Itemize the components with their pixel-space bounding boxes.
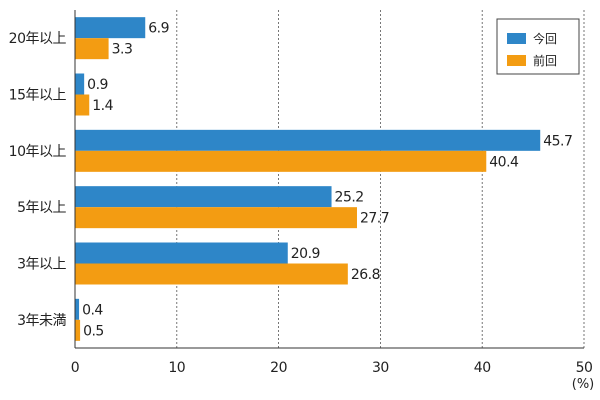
- data-label: 27.7: [360, 211, 389, 227]
- bar-previous: [75, 38, 109, 60]
- data-label: 3.3: [112, 42, 133, 58]
- bar-current: [75, 17, 146, 39]
- category-labels: 20年以上 15年以上 10年以上 5年以上 3年以上 3年未満: [9, 31, 67, 329]
- data-label: 45.7: [543, 133, 572, 149]
- bar-previous: [75, 207, 357, 229]
- grid-lines: [176, 10, 585, 348]
- legend-swatch-current: [507, 33, 526, 44]
- bar-current: [75, 186, 332, 208]
- category-label: 3年以上: [17, 257, 66, 273]
- x-tick-label: 0: [71, 360, 79, 376]
- x-tick-label: 40: [474, 360, 491, 376]
- bar-previous: [75, 319, 81, 341]
- bars: [75, 17, 541, 341]
- bar-previous: [75, 150, 487, 172]
- data-label: 25.2: [335, 190, 364, 206]
- category-label: 3年未満: [17, 313, 66, 329]
- x-axis: 0 10 20 30 40 50: [71, 10, 593, 376]
- category-label: 5年以上: [17, 200, 66, 216]
- category-label: 20年以上: [9, 31, 67, 47]
- bar-previous: [75, 263, 348, 285]
- data-label: 26.8: [351, 267, 380, 283]
- legend-swatch-previous: [507, 55, 526, 66]
- bar-previous: [75, 94, 90, 116]
- bar-current: [75, 129, 541, 151]
- data-label: 6.9: [148, 21, 169, 37]
- data-labels: 6.9 3.3 0.9 1.4 45.7 40.4 25.2 27.7 20.9 26.8 0.4 0…: [82, 21, 573, 340]
- data-label: 0.9: [87, 77, 108, 93]
- data-label: 0.4: [82, 302, 103, 318]
- x-tick-label: 10: [168, 360, 185, 376]
- legend: 今回 前回: [496, 18, 580, 75]
- category-label: 10年以上: [9, 144, 67, 160]
- x-tick-label: 20: [270, 360, 287, 376]
- data-label: 0.5: [83, 323, 104, 339]
- x-axis-unit: (%): [572, 377, 595, 392]
- legend-label-current: 今回: [533, 31, 557, 46]
- bar-current: [75, 298, 80, 320]
- x-tick-label: 50: [576, 360, 593, 376]
- category-label: 15年以上: [9, 88, 67, 104]
- legend-label-previous: 前回: [533, 53, 557, 68]
- data-label: 40.4: [489, 154, 519, 170]
- x-tick-label: 30: [372, 360, 389, 376]
- bar-current: [75, 73, 85, 95]
- bar-current: [75, 242, 288, 264]
- data-label: 1.4: [92, 98, 113, 114]
- data-label: 20.9: [291, 246, 320, 262]
